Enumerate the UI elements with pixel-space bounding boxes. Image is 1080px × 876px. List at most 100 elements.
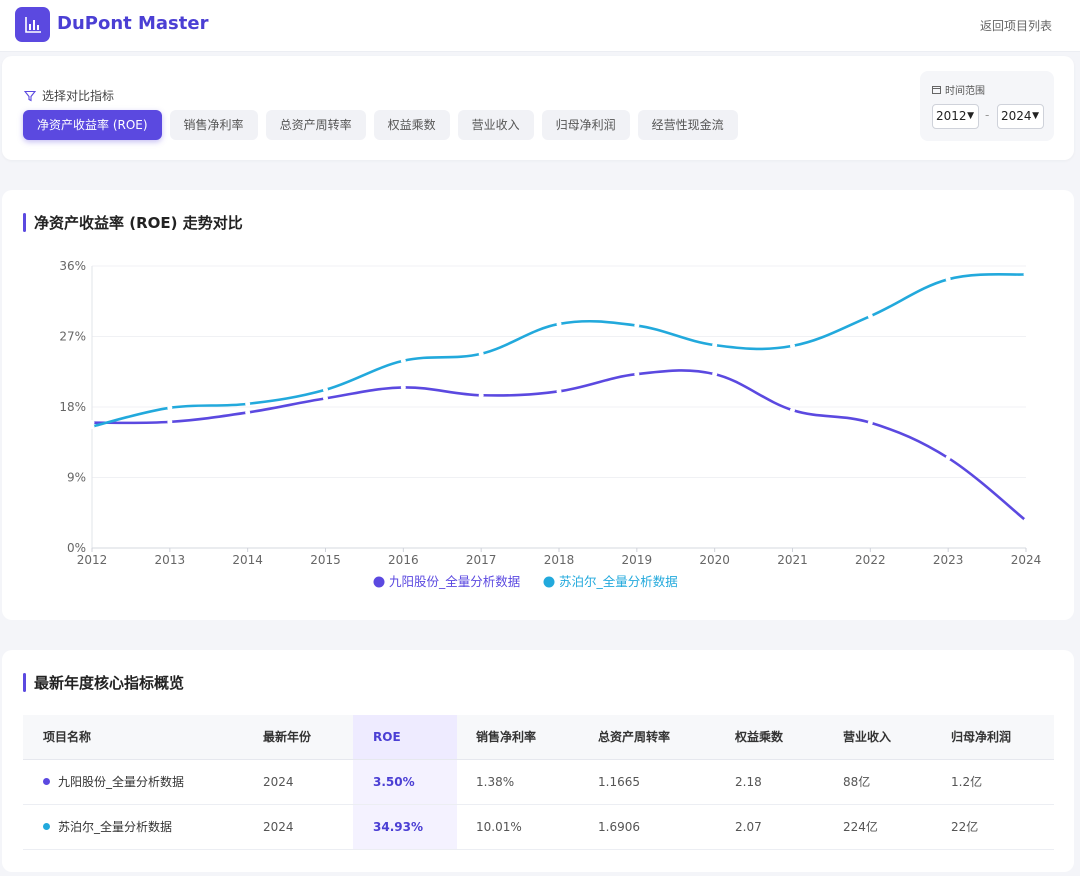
- data-point[interactable]: [945, 276, 951, 282]
- metric-tab-1[interactable]: 销售净利率: [169, 110, 258, 140]
- metric-tab-0[interactable]: 净资产收益率 (ROE): [23, 110, 162, 140]
- data-point[interactable]: [245, 409, 251, 415]
- x-tick-label: 2016: [388, 553, 419, 567]
- cell-roe: 34.93%: [373, 820, 423, 834]
- data-point[interactable]: [867, 420, 873, 426]
- x-tick-label: 2022: [855, 553, 886, 567]
- back-to-projects-link[interactable]: 返回项目列表: [979, 19, 1052, 33]
- chevron-down-icon: ▼: [1032, 111, 1039, 121]
- overview-card: 最新年度核心指标概览 项目名称 最新年份 ROE 销售净利率 总资产周转率 权益乘数 营业收…: [2, 650, 1074, 872]
- data-point[interactable]: [712, 342, 718, 348]
- x-tick-label: 2013: [155, 553, 186, 567]
- x-tick-label: 2021: [777, 553, 808, 567]
- title-accent-bar: [23, 673, 26, 692]
- data-point[interactable]: [867, 313, 873, 319]
- x-tick-label: 2019: [622, 553, 653, 567]
- cell-asset-turnover: 1.1665: [598, 775, 640, 789]
- range-separator: -: [985, 108, 990, 122]
- roe-line-chart[interactable]: 0% 9% 18% 27% 36% 2012 2013 2014 2015 2016 2017 201…: [2, 190, 1074, 620]
- data-point[interactable]: [1023, 271, 1029, 277]
- data-point[interactable]: [478, 392, 484, 398]
- series-color-dot: [43, 823, 50, 830]
- x-tick-label: 2018: [544, 553, 575, 567]
- x-tick-label: 2014: [232, 553, 263, 567]
- metric-tab-2[interactable]: 总资产周转率: [265, 110, 366, 140]
- column-header: 项目名称: [43, 730, 92, 744]
- overview-section-title: 最新年度核心指标概览: [23, 672, 184, 693]
- metric-tab-3[interactable]: 权益乘数: [373, 110, 450, 140]
- filter-icon: [24, 90, 36, 101]
- y-tick-label: 0%: [67, 541, 86, 555]
- legend-label-1[interactable]: 苏泊尔_全量分析数据: [559, 574, 678, 589]
- cell-net-profit: 1.2亿: [951, 775, 983, 789]
- data-point[interactable]: [478, 351, 484, 357]
- data-point[interactable]: [323, 387, 328, 393]
- brand-title: DuPont Master: [57, 13, 209, 34]
- cell-revenue: 88亿: [843, 775, 871, 789]
- series-line-1[interactable]: [90, 273, 1028, 428]
- cell-year: 2024: [263, 775, 294, 789]
- cell-equity-multiplier: 2.07: [735, 820, 762, 834]
- data-point[interactable]: [167, 405, 173, 411]
- table-row[interactable]: 九阳股份_全量分析数据 2024 3.50% 1.38% 1.1665 2.18 88亿 1.…: [23, 760, 1054, 805]
- time-range-label: 时间范围: [932, 82, 985, 97]
- data-point[interactable]: [790, 407, 795, 413]
- column-header: 最新年份: [263, 730, 312, 744]
- data-point[interactable]: [634, 371, 640, 377]
- table-row[interactable]: 苏泊尔_全量分析数据 2024 34.93% 10.01% 1.6906 2.07 224亿…: [23, 805, 1054, 850]
- start-year-select[interactable]: 2012 ▼: [932, 104, 979, 129]
- cell-roe: 3.50%: [373, 775, 415, 789]
- data-point[interactable]: [712, 371, 718, 377]
- data-point[interactable]: [400, 384, 406, 390]
- trend-chart-card: 净资产收益率 (ROE) 走势对比 0% 9% 18% 27% 36% 2012 2013 2…: [2, 190, 1074, 620]
- time-range-box: 时间范围 2012 ▼ - 2024 ▼: [920, 71, 1054, 141]
- legend-label-0[interactable]: 九阳股份_全量分析数据: [389, 574, 520, 589]
- project-name-cell: 苏泊尔_全量分析数据: [43, 805, 172, 850]
- roe-column-highlight: [353, 760, 457, 804]
- y-tick-label: 18%: [59, 400, 86, 414]
- overview-title-text: 最新年度核心指标概览: [34, 674, 185, 692]
- x-tick-label: 2017: [466, 553, 497, 567]
- cell-net-profit: 22亿: [951, 820, 979, 834]
- y-tick-label: 9%: [67, 471, 86, 485]
- column-header: 营业收入: [843, 730, 892, 744]
- data-point[interactable]: [556, 321, 562, 327]
- data-point[interactable]: [245, 401, 251, 407]
- data-point[interactable]: [323, 395, 328, 401]
- project-name-cell: 九阳股份_全量分析数据: [43, 760, 184, 805]
- x-tick-label: 2023: [933, 553, 964, 567]
- data-point[interactable]: [945, 455, 951, 461]
- column-header: 总资产周转率: [598, 730, 671, 744]
- data-point[interactable]: [1023, 518, 1029, 524]
- cell-year: 2024: [263, 820, 294, 834]
- data-point[interactable]: [167, 419, 173, 425]
- chart-logo-icon[interactable]: [15, 7, 50, 42]
- x-tick-label: 2015: [310, 553, 341, 567]
- cell-revenue: 224亿: [843, 820, 878, 834]
- end-year-value: 2024: [1001, 109, 1032, 123]
- roe-column-highlight: [353, 805, 457, 849]
- time-range-label-text: 时间范围: [945, 86, 985, 97]
- metric-tab-6[interactable]: 经营性现金流: [637, 110, 738, 140]
- top-bar: DuPont Master 返回项目列表: [0, 0, 1080, 52]
- metric-tab-5[interactable]: 归母净利润: [541, 110, 630, 140]
- data-point[interactable]: [400, 358, 406, 364]
- column-header: ROE: [373, 730, 401, 744]
- metric-tabs: 净资产收益率 (ROE) 销售净利率 总资产周转率 权益乘数 营业收入 归母净利润 经营性现…: [23, 110, 738, 140]
- cell-net-margin: 10.01%: [476, 820, 522, 834]
- start-year-value: 2012: [936, 109, 967, 123]
- series-color-dot: [43, 778, 50, 785]
- calendar-icon: [932, 86, 941, 94]
- title-accent-bar: [23, 213, 26, 232]
- data-point[interactable]: [790, 343, 795, 349]
- end-year-select[interactable]: 2024 ▼: [997, 104, 1044, 129]
- overview-table: 项目名称 最新年份 ROE 销售净利率 总资产周转率 权益乘数 营业收入 归母净利润 九阳股份_…: [23, 715, 1054, 850]
- data-point[interactable]: [556, 388, 562, 394]
- metric-tab-4[interactable]: 营业收入: [457, 110, 534, 140]
- legend-marker-0: [373, 576, 385, 588]
- data-point[interactable]: [89, 420, 95, 426]
- data-point[interactable]: [89, 424, 95, 430]
- cell-equity-multiplier: 2.18: [735, 775, 762, 789]
- cell-net-margin: 1.38%: [476, 775, 515, 789]
- data-point[interactable]: [634, 323, 640, 329]
